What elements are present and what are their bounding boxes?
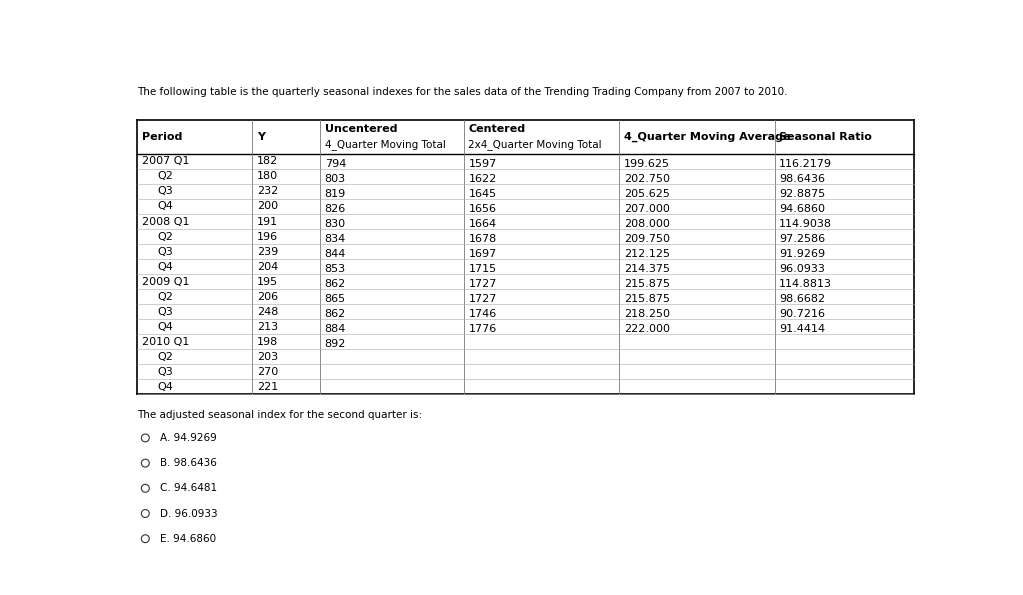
Text: Q2: Q2 bbox=[158, 292, 173, 302]
Text: Q2: Q2 bbox=[158, 231, 173, 242]
Text: The following table is the quarterly seasonal indexes for the sales data of the : The following table is the quarterly sea… bbox=[137, 87, 788, 98]
Text: Q4: Q4 bbox=[158, 322, 173, 332]
Text: 826: 826 bbox=[324, 203, 346, 214]
Text: 215.875: 215.875 bbox=[624, 294, 670, 304]
Text: 892: 892 bbox=[324, 339, 346, 349]
Text: 1776: 1776 bbox=[469, 324, 497, 334]
Text: 98.6682: 98.6682 bbox=[780, 294, 826, 304]
Text: 98.6436: 98.6436 bbox=[780, 174, 826, 184]
Text: 1727: 1727 bbox=[469, 279, 497, 289]
Text: Q2: Q2 bbox=[158, 171, 173, 181]
Text: 92.8875: 92.8875 bbox=[780, 189, 826, 199]
Text: Q4: Q4 bbox=[158, 202, 173, 211]
Text: 213: 213 bbox=[257, 322, 278, 332]
Text: 862: 862 bbox=[324, 309, 346, 319]
Text: 1645: 1645 bbox=[469, 189, 496, 199]
Text: 204: 204 bbox=[257, 262, 278, 271]
Text: Q3: Q3 bbox=[158, 186, 173, 196]
Text: B. 98.6436: B. 98.6436 bbox=[160, 458, 217, 468]
Text: 803: 803 bbox=[324, 174, 346, 184]
Text: 1664: 1664 bbox=[469, 219, 496, 228]
Text: 198: 198 bbox=[257, 337, 278, 347]
Text: 91.9269: 91.9269 bbox=[780, 249, 826, 259]
Text: 199.625: 199.625 bbox=[624, 159, 670, 168]
Text: Q2: Q2 bbox=[158, 352, 173, 362]
Text: 209.750: 209.750 bbox=[624, 234, 670, 244]
Text: A. 94.9269: A. 94.9269 bbox=[160, 433, 216, 443]
Text: 819: 819 bbox=[324, 189, 346, 199]
Text: 248: 248 bbox=[257, 306, 278, 317]
Text: 97.2586: 97.2586 bbox=[780, 234, 826, 244]
Text: 1656: 1656 bbox=[469, 203, 496, 214]
Text: 1727: 1727 bbox=[469, 294, 497, 304]
Text: 2010 Q1: 2010 Q1 bbox=[142, 337, 189, 347]
Text: Y: Y bbox=[257, 131, 265, 142]
Text: 90.7216: 90.7216 bbox=[780, 309, 826, 319]
Text: 222.000: 222.000 bbox=[624, 324, 670, 334]
Text: 114.8813: 114.8813 bbox=[780, 279, 833, 289]
Text: Q3: Q3 bbox=[158, 306, 173, 317]
Text: Q4: Q4 bbox=[158, 382, 173, 392]
Text: Q3: Q3 bbox=[158, 246, 173, 256]
Text: 202.750: 202.750 bbox=[624, 174, 670, 184]
Text: Seasonal Ratio: Seasonal Ratio bbox=[780, 131, 873, 142]
Text: 862: 862 bbox=[324, 279, 346, 289]
Text: 221: 221 bbox=[257, 382, 278, 392]
Text: Period: Period bbox=[142, 131, 182, 142]
Text: The adjusted seasonal index for the second quarter is:: The adjusted seasonal index for the seco… bbox=[137, 411, 422, 421]
Text: 206: 206 bbox=[257, 292, 278, 302]
Text: 195: 195 bbox=[257, 277, 278, 287]
Text: 1597: 1597 bbox=[469, 159, 497, 168]
Text: 865: 865 bbox=[324, 294, 346, 304]
Text: 191: 191 bbox=[257, 217, 278, 227]
Text: 830: 830 bbox=[324, 219, 346, 228]
Text: C. 94.6481: C. 94.6481 bbox=[160, 483, 217, 493]
Text: 2008 Q1: 2008 Q1 bbox=[142, 217, 189, 227]
Text: 1715: 1715 bbox=[469, 264, 496, 274]
Text: 1678: 1678 bbox=[469, 234, 497, 244]
Text: 215.875: 215.875 bbox=[624, 279, 670, 289]
Text: 116.2179: 116.2179 bbox=[780, 159, 833, 168]
Text: 1622: 1622 bbox=[469, 174, 497, 184]
Text: 205.625: 205.625 bbox=[624, 189, 670, 199]
Text: 2x4_Quarter Moving Total: 2x4_Quarter Moving Total bbox=[469, 139, 603, 150]
Text: 200: 200 bbox=[257, 202, 278, 211]
Text: 834: 834 bbox=[324, 234, 346, 244]
Text: 180: 180 bbox=[257, 171, 278, 181]
Text: 884: 884 bbox=[324, 324, 346, 334]
Text: Q4: Q4 bbox=[158, 262, 173, 271]
Text: Q3: Q3 bbox=[158, 367, 173, 377]
Text: 196: 196 bbox=[257, 231, 278, 242]
Text: 91.4414: 91.4414 bbox=[780, 324, 826, 334]
Text: 2009 Q1: 2009 Q1 bbox=[142, 277, 189, 287]
Text: 114.9038: 114.9038 bbox=[780, 219, 833, 228]
Text: 4_Quarter Moving Average: 4_Quarter Moving Average bbox=[624, 131, 791, 142]
Text: 94.6860: 94.6860 bbox=[780, 203, 826, 214]
Text: 232: 232 bbox=[257, 186, 278, 196]
Text: 207.000: 207.000 bbox=[624, 203, 670, 214]
Text: D. 96.0933: D. 96.0933 bbox=[160, 509, 217, 518]
Text: 4_Quarter Moving Total: 4_Quarter Moving Total bbox=[324, 139, 446, 150]
Text: Uncentered: Uncentered bbox=[324, 124, 397, 134]
Text: 270: 270 bbox=[257, 367, 278, 377]
Text: Centered: Centered bbox=[469, 124, 526, 134]
Text: 96.0933: 96.0933 bbox=[780, 264, 826, 274]
Text: E. 94.6860: E. 94.6860 bbox=[160, 534, 216, 544]
Text: 1746: 1746 bbox=[469, 309, 497, 319]
Text: 203: 203 bbox=[257, 352, 278, 362]
Text: 844: 844 bbox=[324, 249, 346, 259]
Text: 182: 182 bbox=[257, 156, 278, 167]
Text: 212.125: 212.125 bbox=[624, 249, 670, 259]
Text: 218.250: 218.250 bbox=[624, 309, 670, 319]
Text: 214.375: 214.375 bbox=[624, 264, 670, 274]
Text: 794: 794 bbox=[324, 159, 346, 168]
Text: 2007 Q1: 2007 Q1 bbox=[142, 156, 189, 167]
Text: 208.000: 208.000 bbox=[624, 219, 670, 228]
Text: 1697: 1697 bbox=[469, 249, 497, 259]
Text: 853: 853 bbox=[324, 264, 346, 274]
Text: 239: 239 bbox=[257, 246, 278, 256]
